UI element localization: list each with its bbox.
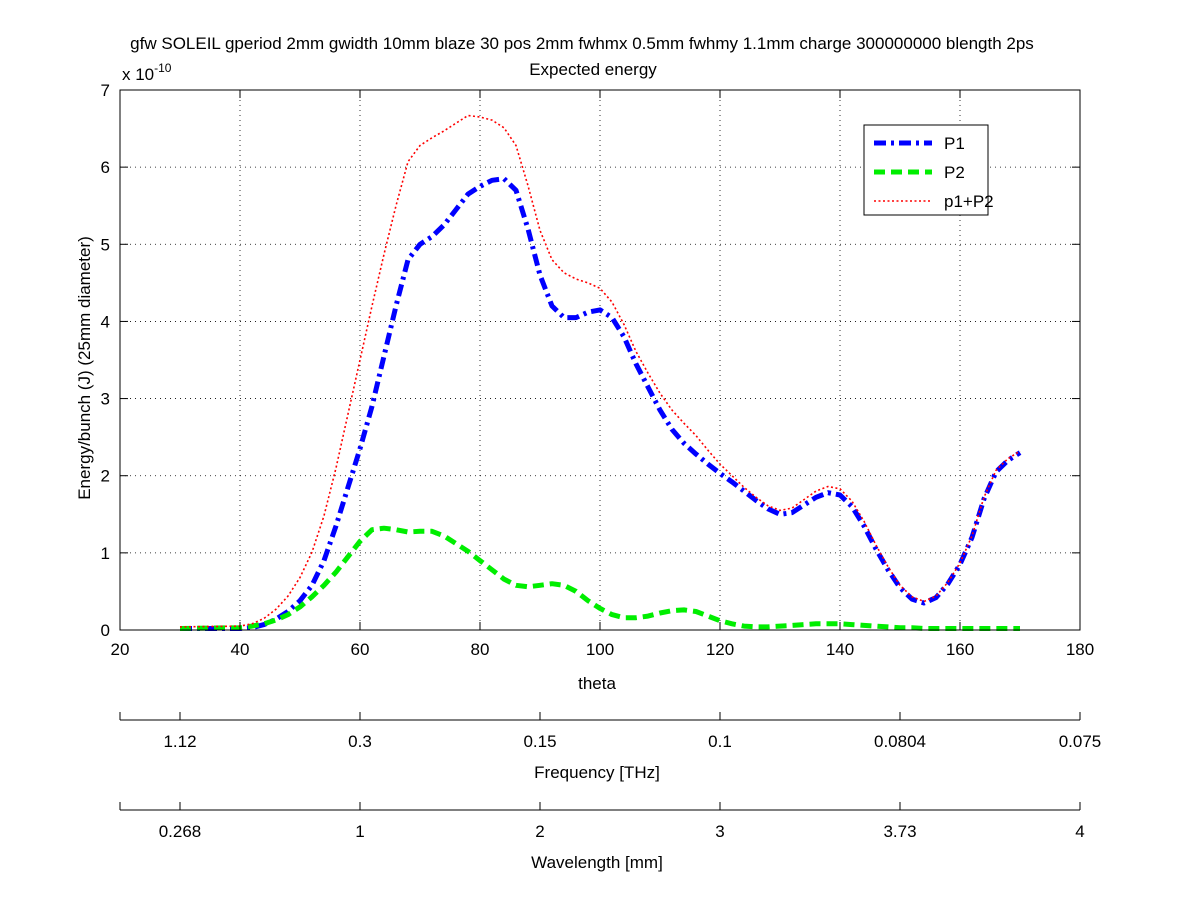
x-tick-labels: 20 40 60 80 100 120 140 160 180 xyxy=(111,640,1095,659)
x-tick-label: 60 xyxy=(351,640,370,659)
legend: P1 P2 p1+P2 xyxy=(863,124,994,216)
y-tick-label: 5 xyxy=(101,235,110,254)
secondary-tick-label: 0.075 xyxy=(1059,732,1102,751)
y-tick-label: 4 xyxy=(101,312,110,331)
wavelength-axis-label: Wavelength [mm] xyxy=(531,853,663,872)
secondary-tick-label: 0.1 xyxy=(708,732,732,751)
y-tick-label: 1 xyxy=(101,544,110,563)
secondary-tick-label: 4 xyxy=(1075,822,1084,841)
secondary-tick-label: 0.3 xyxy=(348,732,372,751)
secondary-tick-label: 3.73 xyxy=(883,822,916,841)
y-tick-label: 0 xyxy=(101,621,110,640)
legend-label-2: P2 xyxy=(944,163,965,182)
x-tick-label: 180 xyxy=(1066,640,1094,659)
x-tick-label: 160 xyxy=(946,640,974,659)
series-line-2 xyxy=(179,525,1020,631)
secondary-tick-label: 1.12 xyxy=(163,732,196,751)
legend-label-3: p1+P2 xyxy=(944,192,994,211)
x-tick-label: 100 xyxy=(586,640,614,659)
x-tick-label: 140 xyxy=(826,640,854,659)
frequency-axis-label: Frequency [THz] xyxy=(534,763,660,782)
y-tick-labels: 0 1 2 3 4 5 6 7 xyxy=(101,81,110,640)
series-line-1 xyxy=(180,176,1022,631)
axis-ticks xyxy=(119,89,1081,631)
x-axis-label: theta xyxy=(578,674,616,693)
legend-label-1: P1 xyxy=(944,134,965,153)
wavelength-axis: 0.268 1 2 3 3.73 4 xyxy=(119,802,1085,841)
y-tick-label: 6 xyxy=(101,158,110,177)
secondary-tick-label: 0.0804 xyxy=(874,732,926,751)
secondary-tick-label: 1 xyxy=(355,822,364,841)
x-tick-label: 20 xyxy=(111,640,130,659)
secondary-tick-label: 0.15 xyxy=(523,732,556,751)
chart-subtitle: Expected energy xyxy=(529,60,657,79)
secondary-tick-label: 3 xyxy=(715,822,724,841)
series-line-3 xyxy=(179,114,1021,628)
y-tick-label: 3 xyxy=(101,390,110,409)
secondary-tick-label: 0.268 xyxy=(159,822,202,841)
grid xyxy=(120,90,1080,630)
x-tick-label: 80 xyxy=(471,640,490,659)
secondary-tick-label: 2 xyxy=(535,822,544,841)
frequency-axis: 1.12 0.3 0.15 0.1 0.0804 0.075 xyxy=(119,712,1102,751)
series-layer xyxy=(179,114,1022,631)
chart-title: gfw SOLEIL gperiod 2mm gwidth 10mm blaze… xyxy=(130,34,1034,53)
y-tick-label: 2 xyxy=(101,467,110,486)
y-axis-label: Energy/bunch (J) (25mm diameter) xyxy=(75,236,94,500)
y-tick-label: 7 xyxy=(101,81,110,100)
x-tick-label: 120 xyxy=(706,640,734,659)
x-tick-label: 40 xyxy=(231,640,250,659)
y-exponent-label: x 10-10 xyxy=(122,61,172,84)
